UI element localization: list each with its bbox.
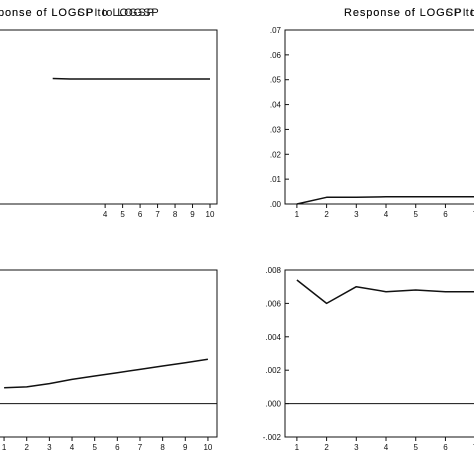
y-tick-label: .000 [265, 400, 281, 409]
x-tick-label: 2 [24, 443, 29, 452]
response-line [296, 196, 474, 205]
x-tick-label: 3 [47, 443, 52, 452]
y-tick-label: .04 [270, 101, 282, 110]
x-tick-label: 4 [384, 210, 389, 219]
x-tick-label: 4 [103, 210, 108, 219]
x-tick-label: 10 [206, 210, 215, 219]
y-tick-label: .00 [270, 200, 282, 209]
x-tick-label: 2 [324, 210, 329, 219]
plot-frame [284, 269, 474, 438]
panel-title: Response of LOGCPI to [344, 7, 474, 19]
x-tick-label: 3 [354, 210, 359, 219]
y-tick-label: .002 [265, 366, 281, 375]
x-tick-label: 7 [473, 210, 474, 219]
x-tick-label: 7 [138, 443, 143, 452]
x-tick-label: 6 [443, 210, 448, 219]
panel-title: ponse of LOGSP to LOGSP [0, 7, 155, 19]
x-tick-label: 8 [160, 443, 165, 452]
plot-frame [0, 29, 218, 205]
x-tick-label: 6 [115, 443, 120, 452]
y-tick-label: .06 [270, 51, 282, 60]
x-tick-label: 9 [190, 210, 195, 219]
x-tick-label: 6 [138, 210, 143, 219]
response-line [4, 358, 209, 389]
y-tick-label: .05 [270, 76, 282, 85]
x-tick-label: 1 [295, 210, 300, 219]
panel-logcpi-to-logsp: ponse of LOGCPI to LOGSP 1 2 3 4 5 6 7 8 9 10 [0, 7, 218, 452]
x-tick-label: 9 [183, 443, 188, 452]
x-tick-label: 7 [155, 210, 160, 219]
x-tick-label: 5 [92, 443, 97, 452]
panel-title: Response of LOGSP to [344, 7, 474, 19]
y-tick-label: .01 [270, 175, 282, 184]
x-tick-label: 1 [2, 443, 7, 452]
x-tick-label: 5 [413, 210, 418, 219]
x-tick-label: 2 [324, 443, 329, 452]
y-tick-label: .02 [270, 150, 282, 159]
plot-frame [284, 29, 474, 205]
y-tick-label: .004 [265, 333, 281, 342]
x-tick-label: 5 [120, 210, 125, 219]
x-tick-label: 3 [354, 443, 359, 452]
y-tick-label: .03 [270, 125, 282, 134]
x-tick-label: 6 [443, 443, 448, 452]
plot-frame [0, 269, 218, 438]
y-tick-label: .006 [265, 299, 281, 308]
x-tick-label: 4 [70, 443, 75, 452]
y-tick-label: -.002 [263, 433, 282, 442]
panel-logcpi-response-right: Response of LOGCPI to1234567.008.006.004… [263, 7, 474, 452]
y-tick-label: .008 [265, 266, 281, 275]
x-tick-label: 5 [413, 443, 418, 452]
response-line [52, 77, 210, 80]
panel-logsp-response-right: Response of LOGSP to 1 2 3 4 5 6 7 .07 .06 .05 .04.… [270, 7, 474, 219]
response-line [296, 279, 474, 305]
y-tick-label: .07 [270, 26, 282, 35]
panel-title: ponse of LOGCPI to LOGSP [0, 7, 160, 19]
x-tick-label: 7 [473, 443, 474, 452]
panel-logsp-to-logsp: ponse of LOGSP to LOGSP 4 5 6 7 8 9 10 [0, 7, 218, 219]
x-tick-label: 8 [173, 210, 178, 219]
x-tick-label: 1 [295, 443, 300, 452]
x-tick-label: 4 [384, 443, 389, 452]
x-tick-label: 10 [203, 443, 212, 452]
